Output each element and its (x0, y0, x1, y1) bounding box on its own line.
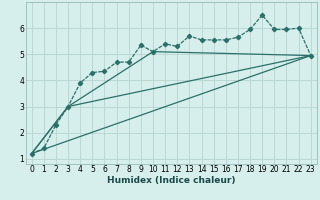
X-axis label: Humidex (Indice chaleur): Humidex (Indice chaleur) (107, 176, 236, 185)
